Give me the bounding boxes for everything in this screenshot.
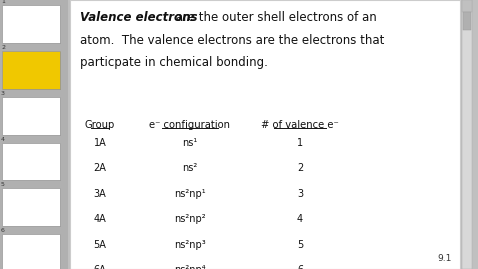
Text: atom.  The valence electrons are the electrons that: atom. The valence electrons are the elec… — [80, 34, 384, 47]
Text: 3A: 3A — [94, 189, 107, 199]
Text: 5: 5 — [1, 182, 5, 187]
Text: 1: 1 — [297, 138, 303, 148]
Bar — [2, 143, 60, 180]
Bar — [3, 52, 61, 90]
Text: Group: Group — [85, 120, 115, 130]
Bar — [2, 97, 60, 134]
Text: 6: 6 — [1, 228, 5, 233]
Text: e⁻ configuration: e⁻ configuration — [150, 120, 230, 130]
Bar — [2, 188, 60, 226]
Text: particpate in chemical bonding.: particpate in chemical bonding. — [80, 56, 268, 69]
Text: ns²np³: ns²np³ — [174, 240, 206, 250]
Bar — [3, 6, 61, 44]
Text: ns¹: ns¹ — [183, 138, 197, 148]
Bar — [2, 51, 60, 89]
Text: 3: 3 — [297, 189, 303, 199]
Bar — [3, 235, 61, 269]
Bar — [463, 12, 471, 30]
Text: 5: 5 — [297, 240, 303, 250]
Bar — [462, 0, 472, 12]
Text: 4: 4 — [1, 137, 5, 141]
Bar — [2, 5, 60, 43]
Text: 2A: 2A — [94, 163, 107, 173]
Text: 6A: 6A — [94, 266, 107, 269]
Text: 4A: 4A — [94, 214, 107, 224]
Text: # of valence e⁻: # of valence e⁻ — [261, 120, 339, 130]
Bar — [3, 144, 61, 181]
Text: Valence electrons: Valence electrons — [80, 11, 197, 24]
Bar — [0, 0, 68, 269]
Bar — [3, 98, 61, 136]
Text: 4: 4 — [297, 214, 303, 224]
Text: ns²np¹: ns²np¹ — [174, 189, 206, 199]
Text: are the outer shell electrons of an: are the outer shell electrons of an — [172, 11, 377, 24]
Text: ns²np⁴: ns²np⁴ — [174, 266, 206, 269]
Text: 6: 6 — [297, 266, 303, 269]
Bar — [70, 0, 460, 269]
Text: ns²np²: ns²np² — [174, 214, 206, 224]
Bar — [3, 189, 61, 227]
Text: 2: 2 — [297, 163, 303, 173]
Text: 3: 3 — [1, 91, 5, 96]
Text: ns²: ns² — [183, 163, 197, 173]
Text: 1: 1 — [1, 0, 5, 4]
Text: 1A: 1A — [94, 138, 107, 148]
Bar — [2, 234, 60, 269]
Text: 5A: 5A — [94, 240, 107, 250]
Text: 9.1: 9.1 — [438, 254, 452, 263]
Bar — [462, 0, 472, 269]
Text: 2: 2 — [1, 45, 5, 50]
